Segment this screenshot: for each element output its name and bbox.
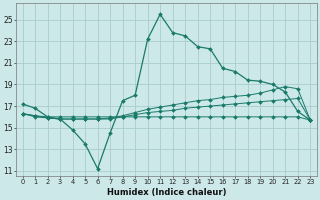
X-axis label: Humidex (Indice chaleur): Humidex (Indice chaleur) (107, 188, 226, 197)
